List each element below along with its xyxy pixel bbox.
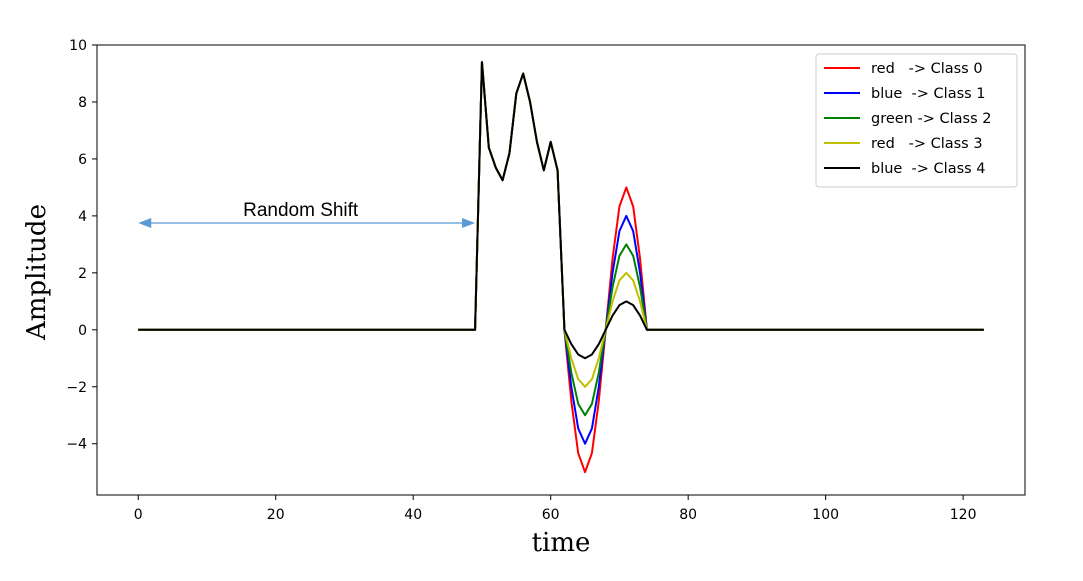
x-axis-title: time	[532, 528, 591, 558]
random-shift-arrowhead-left	[138, 218, 152, 229]
series-line-class-4	[138, 61, 984, 360]
y-tick-label: 2	[78, 266, 87, 282]
x-tick-label: 40	[404, 507, 422, 523]
y-tick-label: −4	[66, 437, 87, 453]
legend-box	[815, 53, 1018, 188]
y-tick-label: 6	[78, 152, 87, 168]
axes: 0 20 40 60 80 100 120 −4 −2 0 2 4 6 8 10	[66, 38, 1026, 523]
x-tick-label: 120	[950, 507, 977, 523]
y-tick-label: 8	[78, 95, 87, 111]
x-tick-label: 0	[134, 507, 143, 523]
x-tick-label: 20	[267, 507, 285, 523]
legend-label-class-1: blue -> Class 1	[871, 86, 986, 102]
legend-label-class-0: red -> Class 0	[871, 61, 983, 77]
x-tick-label: 60	[542, 507, 560, 523]
x-tick-label: 80	[679, 507, 697, 523]
random-shift-annotation: Random Shift	[138, 200, 476, 229]
plot-frame	[96, 44, 1026, 496]
random-shift-arrowhead-right	[462, 218, 476, 229]
y-tick-label: 10	[69, 38, 87, 54]
y-tick-label: 4	[78, 209, 87, 225]
y-tick-label: −2	[66, 380, 87, 396]
random-shift-label: Random Shift	[243, 200, 359, 221]
x-tick-label: 100	[812, 507, 839, 523]
series-lines	[138, 61, 984, 474]
legend-label-class-4: blue -> Class 4	[871, 161, 986, 177]
y-tick-label: 0	[78, 323, 87, 339]
legend-label-class-3: red -> Class 3	[871, 136, 983, 152]
y-axis-title: Amplitude	[22, 204, 52, 341]
legend-label-class-2: green -> Class 2	[871, 111, 991, 127]
legend: red -> Class 0 blue -> Class 1 green -> Cl…	[815, 53, 1018, 188]
